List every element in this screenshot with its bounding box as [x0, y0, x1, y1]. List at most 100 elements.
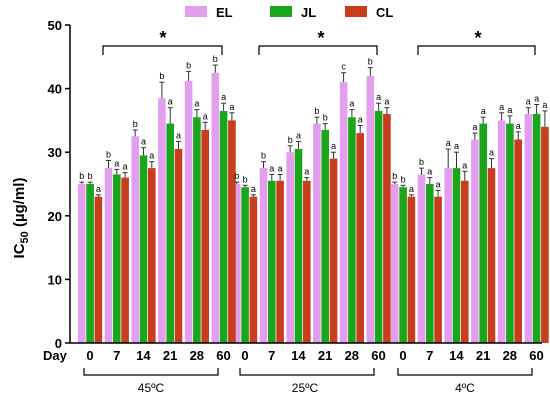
x-tick-label-1-60: 60: [371, 348, 385, 363]
significance-bracket-0: [102, 45, 223, 55]
x-tick-label-1-21: 21: [318, 348, 332, 363]
sig-letter-cl-2-1: a: [436, 179, 441, 189]
sig-letter-jl-0-4: a: [194, 99, 199, 109]
significance-star-2: *: [474, 28, 481, 48]
legend-swatch-jl: [270, 6, 292, 17]
legend-label-jl: JL: [301, 5, 316, 20]
bar-jl-1-5: [374, 110, 383, 344]
sig-letter-el-1-2: b: [288, 135, 293, 145]
condition-bracket-0: [83, 368, 219, 376]
sig-letter-jl-1-4: a: [349, 99, 354, 109]
bar-cl-2-3: [487, 168, 496, 343]
bar-el-0-0: [78, 184, 86, 343]
sig-letter-cl-1-5: a: [384, 97, 389, 107]
sig-letter-el-1-5: b: [368, 57, 373, 67]
x-tick-label-2-60: 60: [529, 348, 543, 363]
bar-el-0-4: [184, 81, 193, 343]
significance-star-1: *: [317, 28, 324, 48]
bar-jl-2-5: [532, 114, 541, 343]
bar-jl-0-0: [86, 184, 94, 343]
bar-jl-2-2: [452, 168, 461, 343]
sig-letter-el-2-0: b: [392, 171, 397, 181]
legend-swatch-el: [185, 6, 207, 17]
bar-cl-0-1: [121, 177, 129, 343]
bar-jl-1-3: [321, 129, 329, 343]
condition-label-2: 4ºC: [455, 381, 475, 395]
bar-cl-0-2: [148, 168, 156, 343]
bar-jl-2-4: [506, 123, 514, 343]
sig-letter-el-1-4: c: [341, 62, 346, 72]
sig-letter-jl-0-2: a: [141, 137, 146, 147]
y-axis-label-main: IC: [11, 243, 28, 258]
sig-letter-el-0-3: b: [159, 71, 164, 81]
bar-el-0-3: [158, 98, 166, 343]
bar-series: [78, 72, 549, 344]
y-tick-label-20: 20: [48, 209, 62, 224]
sig-letter-jl-2-1: a: [427, 167, 432, 177]
x-tick-label-0-60: 60: [216, 348, 230, 363]
x-tick-label-2-0: 0: [399, 348, 406, 363]
x-tick-label-0-0: 0: [86, 348, 93, 363]
y-tick-label-50: 50: [48, 18, 62, 33]
bar-cl-0-4: [201, 129, 209, 343]
sig-letter-jl-0-1: a: [114, 158, 119, 168]
x-tick-label-1-7: 7: [268, 348, 275, 363]
bar-el-2-4: [497, 120, 506, 344]
sig-letter-el-2-5: a: [526, 97, 531, 107]
bar-cl-1-5: [383, 114, 391, 343]
bar-cl-1-2: [303, 180, 311, 343]
y-tick-label-40: 40: [48, 82, 62, 97]
bar-el-1-2: [286, 152, 294, 343]
significance-star-0: *: [159, 28, 166, 48]
sig-letter-cl-2-2: a: [462, 160, 467, 170]
x-tick-label-2-14: 14: [449, 348, 464, 363]
condition-label-0: 45ºC: [138, 381, 165, 395]
condition-groups: 45ºC 25ºC 4ºC: [83, 368, 533, 395]
bar-jl-1-4: [348, 117, 356, 343]
sig-letter-el-0-1: b: [106, 150, 111, 160]
sig-letter-cl-0-5: a: [229, 102, 234, 112]
bar-el-1-1: [259, 168, 268, 343]
x-tick-label-0-14: 14: [136, 348, 151, 363]
sig-letter-cl-1-4: a: [358, 115, 363, 125]
sig-letter-cl-1-2: a: [304, 167, 309, 177]
bar-el-0-1: [104, 168, 113, 343]
sig-letter-el-1-0: b: [234, 171, 239, 181]
sig-letter-jl-2-0: b: [401, 174, 406, 184]
y-tick-label-0: 0: [55, 336, 62, 351]
bar-jl-0-3: [166, 123, 174, 343]
legend-swatch-cl: [345, 6, 367, 17]
sig-letter-cl-1-1: a: [278, 164, 283, 174]
bar-cl-1-1: [276, 180, 284, 343]
x-tick-label-1-0: 0: [241, 348, 248, 363]
sig-letter-el-0-5: b: [213, 54, 218, 64]
y-axis-label-sub: 50: [19, 231, 31, 243]
bar-jl-1-0: [241, 187, 249, 343]
sig-letter-el-0-4: b: [186, 60, 191, 70]
bar-el-2-0: [391, 184, 399, 343]
significance-brackets: * * *: [102, 28, 536, 55]
y-tick-label-30: 30: [48, 145, 62, 160]
sig-letter-cl-0-3: a: [176, 130, 181, 140]
x-axis-labels: Day 0 7 14 21 28 60 0 7 14 21 28 60 0 7 14 21 28 60: [43, 348, 544, 363]
sig-letter-cl-2-3: a: [489, 148, 494, 158]
bar-el-1-3: [313, 123, 321, 343]
bar-cl-1-3: [329, 158, 338, 343]
sig-letter-el-2-1: b: [419, 157, 424, 167]
sig-letter-jl-0-3: a: [168, 97, 173, 107]
bar-el-0-5: [211, 72, 220, 343]
x-tick-label-2-21: 21: [476, 348, 490, 363]
sig-letter-jl-1-1: a: [269, 164, 274, 174]
sig-letter-el-1-1: b: [261, 151, 266, 161]
sig-letter-cl-1-3: a: [331, 141, 336, 151]
bar-el-2-5: [524, 114, 533, 343]
legend-label-el: EL: [216, 5, 233, 20]
condition-bracket-1: [239, 368, 375, 376]
sig-letter-jl-2-2: a: [454, 141, 459, 151]
bar-jl-2-0: [399, 187, 407, 343]
sig-letter-jl-0-5: a: [221, 92, 226, 102]
bar-cl-0-3: [174, 149, 183, 343]
legend-label-cl: CL: [376, 5, 393, 20]
x-tick-label-0-21: 21: [163, 348, 177, 363]
